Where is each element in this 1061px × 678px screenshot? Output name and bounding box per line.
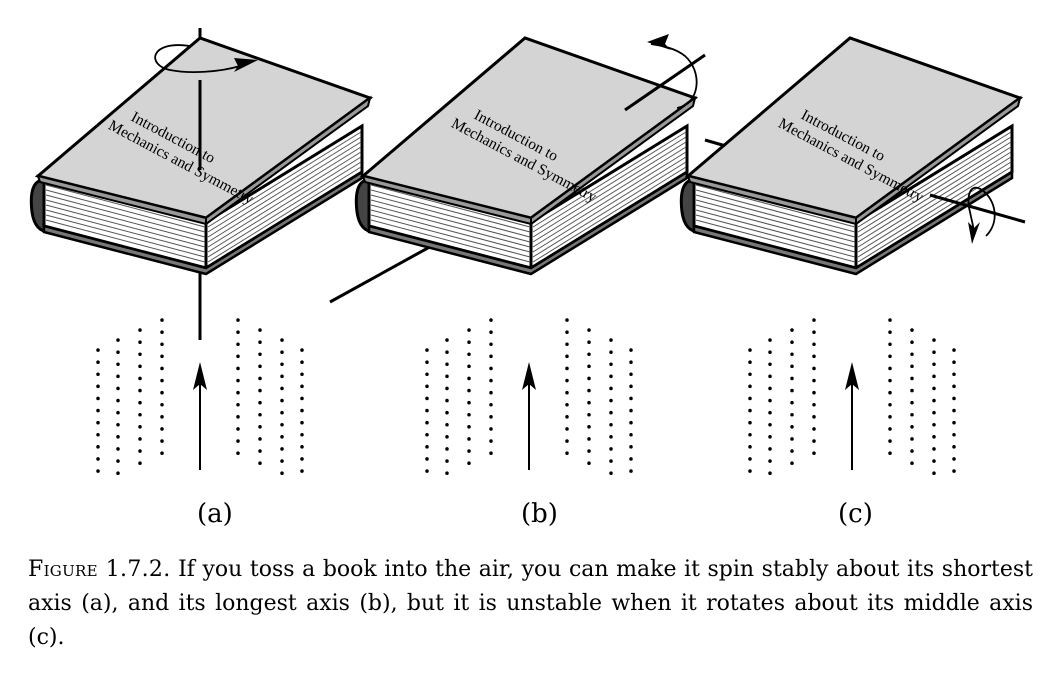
- rotation-arrow-icon: [967, 186, 996, 244]
- panel-label-a: (a): [197, 499, 233, 529]
- panel-c: Introduction to Mechanics and Symmetry: [679, 36, 1026, 482]
- panel-label-c: (c): [838, 499, 873, 529]
- rotation-arrow-icon: [647, 34, 698, 109]
- caption-text: If you toss a book into the air, you can…: [28, 557, 1033, 650]
- caption-label: Figure 1.7.2.: [28, 557, 171, 582]
- rotation-arrow-icon: [154, 44, 258, 73]
- panel-b: Introduction to Mechanics and Symmetry: [329, 34, 706, 482]
- figure-caption: Figure 1.7.2. If you toss a book into th…: [28, 553, 1033, 655]
- panel-a: Introduction to Mechanics and Symmetry: [29, 28, 372, 482]
- figure: Introduction to Mechanics and Symmetry I…: [29, 28, 1026, 529]
- panel-label-b: (b): [521, 499, 558, 529]
